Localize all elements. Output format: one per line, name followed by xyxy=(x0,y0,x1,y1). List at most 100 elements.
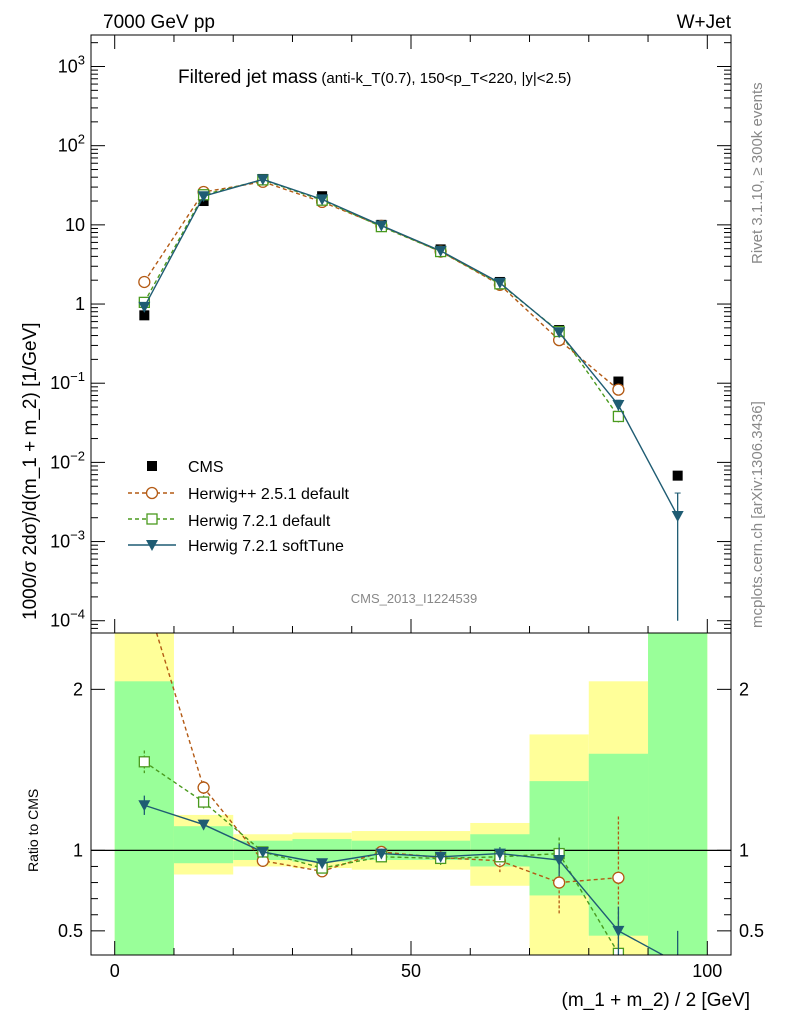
main-y-tick-exponent: −2 xyxy=(70,448,85,463)
main-y-tick-label-0: 10−4 xyxy=(50,607,85,631)
ratio-point-softtune xyxy=(375,848,388,860)
ratio-panel-frame xyxy=(90,632,732,956)
main-series-cms xyxy=(139,173,683,481)
legend: CMS Herwig++ 2.5.1 default Herwig 7.2.1 … xyxy=(128,459,350,555)
legend-label-cms: CMS xyxy=(188,459,224,476)
ratio-point-herwigpp xyxy=(552,876,566,889)
ratio-y-axis-label: Ratio to CMS xyxy=(25,789,41,872)
main-y-tick-exponent: 2 xyxy=(78,132,85,147)
main-y-tick-label-1: 10−3 xyxy=(50,528,85,552)
main-series-herwig721 xyxy=(138,174,625,423)
legend-label-softtune: Herwig 7.2.1 softTune xyxy=(188,538,344,555)
ratio-y-tick-label-left-0: 0.5 xyxy=(58,921,83,941)
main-point-softtune xyxy=(493,277,506,289)
ratio-point-softtune xyxy=(493,848,506,860)
mcplots-label: mcplots.cern.ch [arXiv:1306.3436] xyxy=(749,401,766,628)
band-green-9 xyxy=(648,633,708,955)
main-y-tick-mantissa: 10 xyxy=(58,57,78,77)
legend-marker-cms xyxy=(147,461,157,471)
ratio-line-herwig721 xyxy=(143,761,620,954)
main-panel-frame xyxy=(90,34,732,634)
legend-label-herwig721: Herwig 7.2.1 default xyxy=(188,513,331,530)
main-y-tick-mantissa: 10 xyxy=(50,452,70,472)
ratio-y-tick-label-right-2: 2 xyxy=(739,679,749,699)
main-y-axis-label: 1000/σ 2dσ)/d(m_1 + m_2) [1/GeV] xyxy=(20,322,41,620)
ratio-panel-series xyxy=(138,633,679,955)
main-y-tick-label-7: 103 xyxy=(58,53,85,77)
ratio-point-softtune xyxy=(316,858,329,870)
main-point-softtune xyxy=(197,191,210,203)
main-y-tick-label-5: 10 xyxy=(65,215,85,235)
x-tick-label-2: 100 xyxy=(692,961,722,981)
ratio-point-softtune xyxy=(612,925,625,937)
plot-title-main: Filtered jet mass xyxy=(178,67,317,88)
main-y-tick-mantissa: 1 xyxy=(75,294,85,314)
ratio-y-tick-label-right-0: 0.5 xyxy=(739,921,764,941)
rivet-version-label: Rivet 3.1.10, ≥ 300k events xyxy=(749,82,766,264)
main-point-softtune xyxy=(612,400,625,412)
main-line-softtune xyxy=(143,178,679,517)
legend-marker-softtune xyxy=(146,540,158,551)
main-y-tick-exponent: −3 xyxy=(70,528,85,543)
main-y-tick-label-2: 10−2 xyxy=(50,448,85,472)
analysis-watermark: CMS_2013_I1224539 xyxy=(351,591,478,606)
main-y-tick-exponent: −4 xyxy=(70,607,85,622)
ratio-point-herwig721 xyxy=(138,756,150,768)
main-line-herwig721 xyxy=(143,179,619,417)
main-point-softtune xyxy=(553,327,566,339)
main-point-cms xyxy=(613,376,624,387)
ratio-point-softtune xyxy=(553,855,566,867)
ratio-point-herwigpp xyxy=(612,871,625,884)
band-green-8 xyxy=(588,753,649,936)
main-series-herwigpp xyxy=(138,175,625,396)
ratio-point-softtune xyxy=(138,800,151,812)
ratio-point-softtune xyxy=(197,819,210,831)
ratio-point-softtune xyxy=(256,846,269,858)
energy-label: 7000 GeV pp xyxy=(103,12,215,33)
main-point-softtune xyxy=(671,511,684,523)
main-y-tick-mantissa: 10 xyxy=(50,611,70,631)
main-y-tick-mantissa: 10 xyxy=(50,532,70,552)
main-point-cms xyxy=(139,310,150,321)
x-axis-label: (m_1 + m_2) / 2 [GeV] xyxy=(562,990,751,1011)
legend-marker-herwigpp xyxy=(145,486,159,500)
main-y-tick-mantissa: 10 xyxy=(50,373,70,393)
main-point-softtune xyxy=(316,194,329,206)
main-point-softtune xyxy=(138,301,151,313)
plot-title-sub: (anti-k_T(0.7), 150<p_T<220, |y|<2.5) xyxy=(321,70,571,87)
ratio-y-tick-label-left-1: 1 xyxy=(73,840,83,860)
main-y-tick-label-4: 1 xyxy=(75,294,85,314)
main-y-tick-mantissa: 10 xyxy=(58,136,78,156)
main-point-cms xyxy=(672,470,683,481)
main-point-herwigpp xyxy=(138,275,151,289)
ratio-line-softtune xyxy=(144,804,665,955)
x-tick-label-1: 50 xyxy=(401,961,421,981)
main-point-softtune xyxy=(256,174,269,186)
main-y-tick-exponent: 3 xyxy=(78,53,85,68)
main-point-herwigpp xyxy=(612,383,625,396)
ratio-point-herwigpp xyxy=(197,781,210,794)
ratio-y-tick-label-left-2: 2 xyxy=(73,679,83,699)
main-series-softtune xyxy=(138,174,684,621)
x-tick-label-0: 0 xyxy=(110,961,120,981)
legend-label-herwigpp: Herwig++ 2.5.1 default xyxy=(188,486,350,503)
legend-symbols xyxy=(128,461,176,551)
band-green-1 xyxy=(173,826,234,864)
ratio-y-tick-label-right-1: 1 xyxy=(739,840,749,860)
main-y-tick-label-3: 10−1 xyxy=(50,369,85,393)
ratio-panel-axes: 0.5 0.5 1 1 2 2 0 50 100 xyxy=(58,679,764,981)
main-line-herwigpp xyxy=(143,181,619,391)
main-y-tick-label-6: 102 xyxy=(58,132,85,156)
ratio-series-softtune xyxy=(138,795,679,955)
plot-title: Filtered jet mass (anti-k_T(0.7), 150<p_T… xyxy=(178,67,571,88)
main-point-softtune xyxy=(434,245,447,257)
band-green-0 xyxy=(114,681,174,955)
ratio-point-herwig721 xyxy=(197,796,210,808)
legend-marker-herwig721 xyxy=(146,513,158,525)
main-y-tick-exponent: −1 xyxy=(70,369,85,384)
main-panel-series xyxy=(138,173,684,621)
process-label: W+Jet xyxy=(677,12,732,33)
main-point-herwig721 xyxy=(612,410,625,423)
